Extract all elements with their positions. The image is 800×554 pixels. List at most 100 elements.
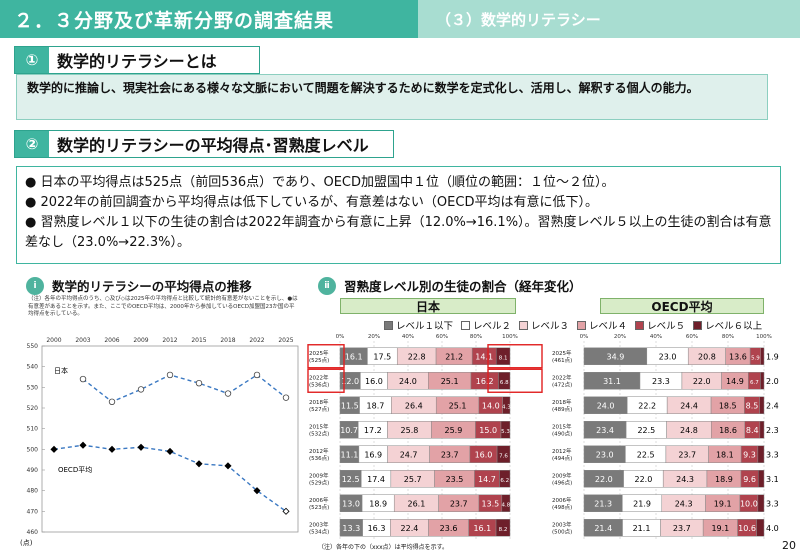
- data-label: 21.2: [445, 352, 463, 361]
- data-label: 13.3: [342, 524, 360, 533]
- page-subtitle: （３）数学的リテラシー: [418, 0, 800, 38]
- data-label: 16.2: [476, 377, 494, 386]
- data-label: 8.4: [746, 426, 759, 435]
- x-tick-label: 2022: [249, 337, 264, 344]
- unit-label: (点): [20, 539, 33, 547]
- bar-segment: [495, 347, 511, 365]
- row-year-label: 2003年: [309, 520, 329, 528]
- bar-segment: [496, 445, 511, 463]
- row-year-label: 2025年: [552, 349, 572, 357]
- data-label: 18.6: [719, 426, 737, 435]
- series-label-oecd: OECD平均: [58, 465, 92, 474]
- panel-label-japan: 日本: [340, 298, 516, 314]
- data-label: 20.8: [698, 352, 716, 361]
- data-label: 17.2: [364, 426, 382, 435]
- data-label: 5.3: [501, 429, 510, 435]
- row-score-label: (523点): [309, 504, 329, 511]
- x-tick-label: 2015: [191, 337, 206, 344]
- row-year-label: 2006年: [309, 496, 329, 504]
- bar-segment: [757, 470, 765, 488]
- y-tick-label: 530: [27, 384, 39, 391]
- row-year-label: 2025年: [309, 349, 329, 357]
- data-label: 23.5: [446, 475, 464, 484]
- row-year-label: 2015年: [552, 422, 572, 430]
- finding-item: ● 習熟度レベル１以下の生徒の割合は2022年調査から有意に上昇（12.0%→1…: [25, 215, 772, 250]
- data-label: 11.5: [341, 401, 359, 410]
- legend-item: レベル３: [519, 318, 569, 332]
- row-score-label: (536点): [309, 381, 329, 388]
- section-number: ①: [15, 47, 49, 73]
- data-point: [137, 386, 145, 393]
- data-label: 13.5: [481, 499, 499, 508]
- data-label: 6.7: [750, 380, 759, 386]
- data-label: 25.8: [401, 426, 419, 435]
- data-point: [79, 441, 87, 449]
- x-tick-label: 2018: [220, 337, 235, 344]
- data-label: 26.4: [405, 401, 423, 410]
- x-tick-label: 2003: [75, 337, 90, 344]
- highlight-box: [307, 368, 345, 393]
- data-point: [108, 445, 116, 453]
- bar-segment: [756, 519, 765, 537]
- row-year-label: 2018年: [552, 398, 572, 406]
- page-title: ２．３分野及び革新分野の調査結果: [0, 0, 418, 38]
- data-label: 25.1: [441, 377, 459, 386]
- data-label: 18.7: [367, 401, 385, 410]
- data-label: 3.3: [766, 499, 779, 508]
- data-label: 10.0: [740, 499, 758, 508]
- data-label: 16.0: [475, 450, 493, 459]
- data-label: 14.9: [726, 377, 744, 386]
- x-tick-label: 100%: [756, 334, 772, 340]
- data-label: 19.1: [711, 524, 729, 533]
- bar-segment: [760, 347, 765, 365]
- data-label: 22.2: [638, 401, 656, 410]
- data-point: [224, 390, 232, 397]
- data-label: 14.7: [478, 475, 496, 484]
- data-label: 17.4: [367, 475, 385, 484]
- bar-segment: [499, 470, 511, 488]
- row-score-label: (529点): [309, 479, 329, 486]
- legend-item: レベル５: [635, 318, 685, 332]
- data-label: 24.3: [676, 475, 694, 484]
- row-score-label: (496点): [552, 479, 572, 486]
- data-label: 21.1: [633, 524, 651, 533]
- row-year-label: 2015年: [309, 422, 329, 430]
- panel-label-oecd: OECD平均: [600, 298, 764, 314]
- x-tick-label: 80%: [722, 334, 734, 340]
- data-point: [224, 462, 232, 470]
- row-year-label: 2022年: [309, 373, 329, 381]
- data-label: 6.2: [500, 478, 509, 484]
- data-label: 8.1: [499, 355, 508, 361]
- row-score-label: (498点): [552, 504, 572, 511]
- x-tick-label: 2000: [46, 337, 61, 344]
- data-label: 12.0: [341, 377, 359, 386]
- data-point: [108, 398, 116, 405]
- series-line-oecd: [53, 444, 287, 512]
- legend-item: レベル４: [577, 318, 627, 332]
- series-line-japan: [82, 374, 287, 403]
- x-tick-label: 2009: [133, 337, 148, 344]
- proficiency-level-chart: 0% 20% 40% 60% 80% 100%2025年(525点) 16.1 17.5 22.…: [307, 334, 779, 540]
- data-point: [195, 460, 203, 468]
- highlight-box: [307, 344, 345, 369]
- row-score-label: (489点): [552, 406, 572, 413]
- data-label: 16.3: [368, 524, 386, 533]
- data-label: 23.7: [673, 524, 691, 533]
- chart-legend: レベル１以下 レベル２ レベル３ レベル４ レベル５ レベル６以上: [384, 318, 762, 332]
- data-label: 4.8: [502, 502, 511, 508]
- x-tick-label: 40%: [402, 334, 414, 340]
- data-label: 24.0: [597, 401, 615, 410]
- data-label: 24.0: [399, 377, 417, 386]
- data-label: 21.9: [633, 499, 651, 508]
- data-label: 2.4: [766, 401, 779, 410]
- x-tick-label: 2012: [162, 337, 177, 344]
- row-year-label: 2018年: [309, 398, 329, 406]
- data-label: 23.0: [596, 450, 614, 459]
- x-tick-label: 60%: [436, 334, 448, 340]
- data-label: 12.5: [342, 475, 360, 484]
- legend-item: レベル６以上: [693, 318, 762, 332]
- data-label: 3.3: [766, 450, 779, 459]
- findings-box: ● 日本の平均得点は525点（前回536点）であり、OECD加盟国中１位（順位の…: [16, 166, 781, 264]
- score-trend-chart: 460 470 480 490 500 510 520 530 540 550 2000 2003 20…: [27, 337, 299, 536]
- data-label: 25.1: [449, 401, 467, 410]
